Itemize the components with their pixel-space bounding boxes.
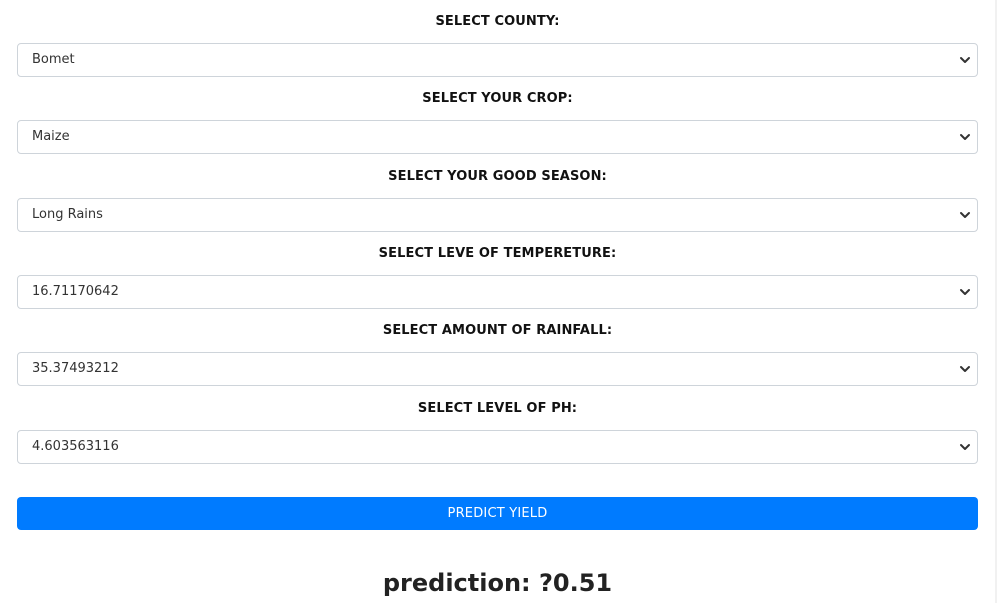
season-select-value: Long Rains: [32, 207, 103, 222]
crop-label: SELECT YOUR CROP:: [422, 91, 573, 106]
rainfall-select-value: 35.37493212: [32, 361, 119, 376]
rainfall-label: SELECT AMOUNT OF RAINFALL:: [382, 323, 613, 338]
season-field: SELECT YOUR GOOD SEASON: Long Rains: [17, 167, 978, 232]
page-scrollbar[interactable]: [995, 0, 997, 603]
crop-select-value: Maize: [32, 129, 70, 144]
chevron-down-icon: [959, 441, 971, 453]
county-select[interactable]: Bomet: [17, 43, 978, 77]
season-select[interactable]: Long Rains: [17, 198, 978, 232]
crop-select[interactable]: Maize: [17, 120, 978, 154]
ph-label: SELECT LEVEL OF PH:: [417, 401, 578, 416]
ph-field: SELECT LEVEL OF PH: 4.603563116: [17, 399, 978, 464]
prediction-result: prediction: ?0.51: [382, 569, 613, 597]
rainfall-field: SELECT AMOUNT OF RAINFALL: 35.37493212: [17, 321, 978, 386]
temperature-select-value: 16.71170642: [32, 284, 119, 299]
chevron-down-icon: [959, 286, 971, 298]
county-field: SELECT COUNTY: Bomet: [17, 12, 978, 77]
county-select-value: Bomet: [32, 52, 75, 67]
chevron-down-icon: [959, 209, 971, 221]
crop-field: SELECT YOUR CROP: Maize: [17, 89, 978, 154]
ph-select-value: 4.603563116: [32, 439, 119, 454]
county-label: SELECT COUNTY:: [435, 14, 560, 29]
season-label: SELECT YOUR GOOD SEASON:: [388, 169, 607, 184]
chevron-down-icon: [959, 54, 971, 66]
rainfall-select[interactable]: 35.37493212: [17, 352, 978, 386]
chevron-down-icon: [959, 363, 971, 375]
temperature-field: SELECT LEVE OF TEMPERETURE: 16.71170642: [17, 244, 978, 309]
temperature-label: SELECT LEVE OF TEMPERETURE:: [378, 246, 617, 261]
predict-yield-button[interactable]: PREDICT YIELD: [17, 497, 978, 530]
chevron-down-icon: [959, 131, 971, 143]
ph-select[interactable]: 4.603563116: [17, 430, 978, 464]
temperature-select[interactable]: 16.71170642: [17, 275, 978, 309]
